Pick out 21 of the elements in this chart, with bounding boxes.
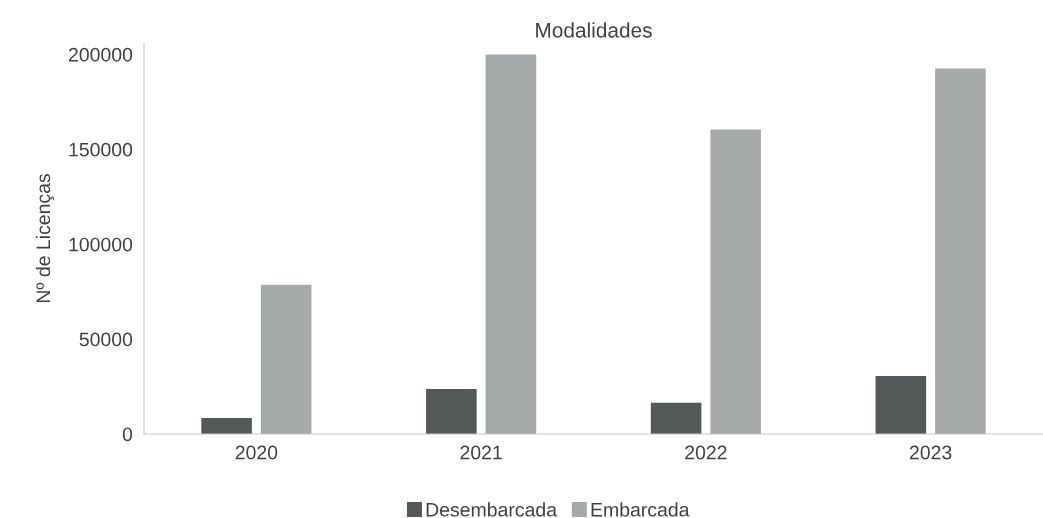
chart-title: Modalidades xyxy=(536,22,652,38)
bar xyxy=(875,375,927,434)
x-tick-label: 2021 xyxy=(460,445,502,460)
bar xyxy=(650,402,702,434)
bar xyxy=(485,54,537,434)
bar xyxy=(935,68,986,434)
bar xyxy=(426,389,477,434)
x-tick-label: 2020 xyxy=(235,445,278,460)
y-tick-label: 200000 xyxy=(68,47,133,62)
bar xyxy=(201,418,252,434)
y-tick-label: 50000 xyxy=(79,332,133,347)
y-tick-label: 100000 xyxy=(69,237,133,252)
x-tick-label: 2023 xyxy=(909,445,952,460)
legend-label: Embarcada xyxy=(591,502,690,517)
bar xyxy=(710,129,761,434)
y-tick-label: 150000 xyxy=(69,142,133,157)
bar xyxy=(260,284,312,434)
x-tick-label: 2022 xyxy=(685,445,727,460)
y-tick-label: 0 xyxy=(122,427,133,442)
y-axis-title: Nº de Licenças xyxy=(35,174,55,303)
legend-label: Desembarcada xyxy=(426,502,557,517)
